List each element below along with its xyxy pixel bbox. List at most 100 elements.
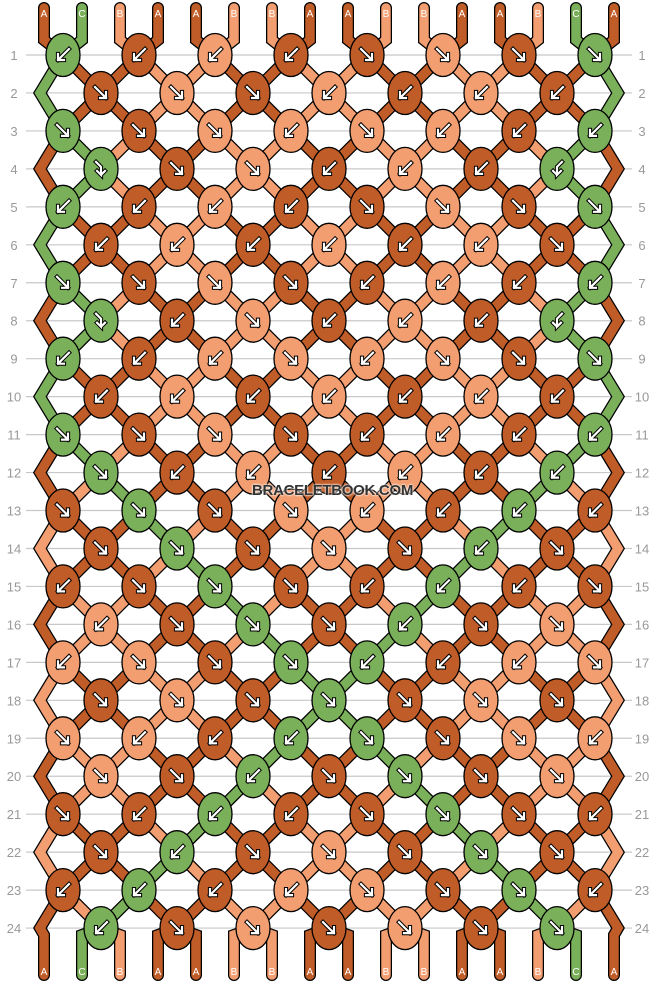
- backward-knot: [197, 336, 233, 381]
- backward-knot: [159, 374, 195, 419]
- arrow-icon: [435, 730, 450, 745]
- row-number-right: 22: [635, 845, 649, 860]
- arrow-icon: [284, 730, 299, 745]
- string-label-bottom: C: [572, 967, 579, 978]
- forward-knot: [463, 905, 499, 951]
- arrow-icon: [93, 844, 108, 859]
- string-label-top: B: [117, 9, 124, 20]
- arrow-icon: [397, 540, 412, 556]
- arrow-icon: [359, 882, 374, 897]
- backward-knot: [45, 336, 81, 381]
- arrow-icon: [170, 389, 185, 404]
- backward-knot: [425, 488, 461, 533]
- backward-knot: [425, 260, 461, 305]
- row-number-right: 12: [635, 466, 649, 481]
- arrow-icon: [169, 85, 184, 100]
- backward-knot: [83, 602, 119, 647]
- arrow-icon: [245, 692, 260, 707]
- forward-knot: [235, 678, 271, 723]
- arrow-icon: [56, 351, 71, 366]
- arrow-icon: [132, 730, 147, 745]
- arrow-icon: [549, 540, 564, 556]
- forward-knot: [311, 602, 347, 647]
- thread: [34, 3, 564, 980]
- arrow-icon: [321, 844, 336, 859]
- arrow-icon: [93, 540, 108, 556]
- string-label-top: B: [535, 9, 542, 20]
- arrow-icon: [322, 313, 337, 328]
- arrow-icon: [360, 351, 375, 366]
- backward-knot: [577, 412, 613, 457]
- row-number-right: 17: [635, 655, 649, 670]
- forward-knot: [235, 70, 271, 116]
- row-number-right: 5: [638, 200, 645, 215]
- arrow-icon: [169, 692, 184, 707]
- arrow-icon: [436, 275, 451, 290]
- backward-knot: [539, 450, 575, 495]
- backward-knot: [273, 184, 309, 229]
- forward-knot: [349, 108, 385, 154]
- arrow-icon: [398, 161, 413, 176]
- arrow-icon: [321, 616, 336, 631]
- backward-knot: [501, 488, 537, 533]
- backward-knot: [463, 374, 499, 419]
- arrow-icon: [359, 123, 374, 138]
- forward-knot: [425, 792, 461, 837]
- row-number-left: 8: [10, 314, 17, 329]
- backward-knot: [197, 792, 233, 837]
- arrow-icon: [131, 427, 146, 442]
- arrow-icon: [550, 85, 565, 100]
- arrow-icon: [436, 502, 451, 518]
- backward-knot: [463, 298, 499, 343]
- forward-knot: [539, 678, 575, 723]
- arrow-icon: [473, 920, 488, 935]
- forward-knot: [83, 70, 119, 116]
- arrow-icon: [170, 237, 185, 252]
- row-number-left: 6: [10, 238, 17, 253]
- backward-knot: [501, 260, 537, 305]
- arrow-icon: [512, 275, 527, 290]
- string-label-top: B: [383, 9, 390, 20]
- arrow-icon: [473, 768, 488, 783]
- row-number-right: 4: [638, 162, 645, 177]
- backward-knot: [577, 488, 613, 533]
- string-label-bottom: B: [421, 967, 428, 978]
- arrow-icon: [94, 616, 109, 631]
- string-label-bottom: A: [41, 967, 48, 978]
- forward-knot: [273, 640, 309, 685]
- arrow-icon: [93, 85, 108, 100]
- arrow-icon: [169, 161, 184, 176]
- row-number-left: 14: [7, 541, 21, 556]
- forward-knot: [311, 830, 347, 875]
- row-number-right: 10: [635, 390, 649, 405]
- forward-knot: [121, 108, 157, 154]
- arrow-icon: [551, 312, 564, 330]
- forward-knot: [577, 32, 613, 78]
- row-number-right: 11: [635, 428, 649, 443]
- forward-knot: [349, 792, 385, 837]
- arrow-icon: [208, 806, 223, 821]
- arrow-icon: [208, 47, 223, 62]
- forward-knot: [501, 716, 537, 761]
- thread: [34, 3, 624, 980]
- backward-knot: [45, 184, 81, 229]
- forward-knot: [121, 564, 157, 609]
- backward-knot: [463, 222, 499, 267]
- arrow-icon: [283, 427, 298, 442]
- string-label-bottom: A: [611, 967, 618, 978]
- forward-knot: [197, 260, 233, 305]
- backward-knot: [349, 564, 385, 609]
- row-number-right: 15: [635, 579, 649, 594]
- forward-knot: [539, 754, 575, 799]
- arrow-icon: [397, 920, 412, 935]
- string-label-top: B: [421, 9, 428, 20]
- backward-knot: [83, 374, 119, 419]
- backward-knot: [463, 450, 499, 495]
- forward-knot: [349, 32, 385, 78]
- string-label-bottom: A: [497, 967, 504, 978]
- forward-knot: [197, 488, 233, 533]
- arrow-icon: [55, 427, 70, 442]
- arrow-icon: [94, 389, 109, 404]
- arrow-icon: [246, 237, 261, 252]
